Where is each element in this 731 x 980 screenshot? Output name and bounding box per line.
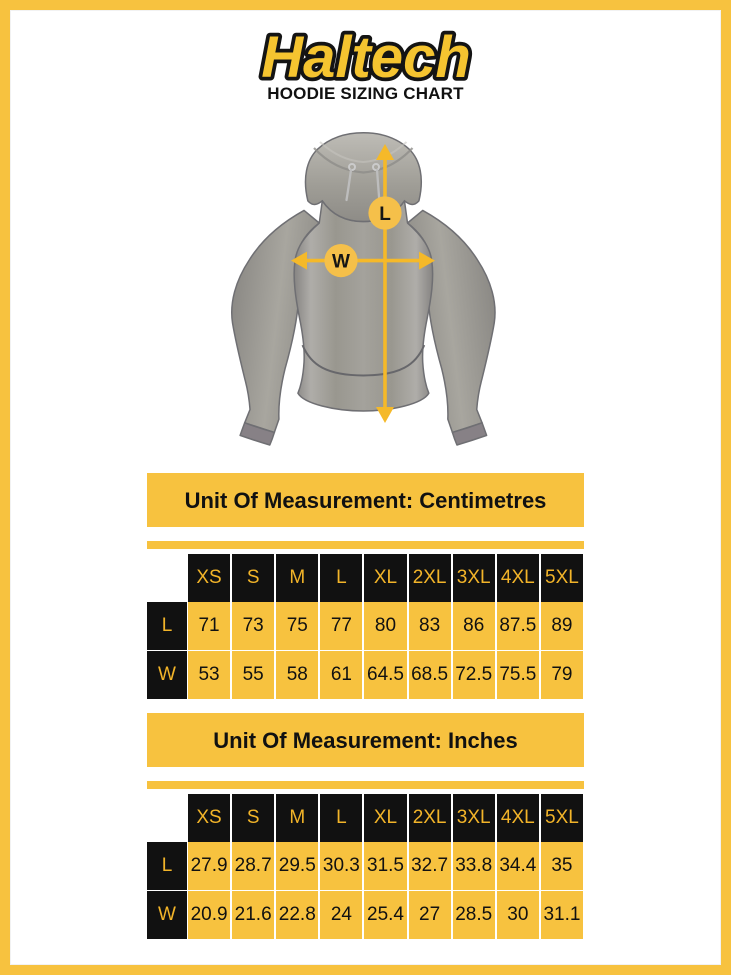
svg-text:L: L: [379, 204, 391, 225]
svg-text:W: W: [332, 252, 350, 273]
